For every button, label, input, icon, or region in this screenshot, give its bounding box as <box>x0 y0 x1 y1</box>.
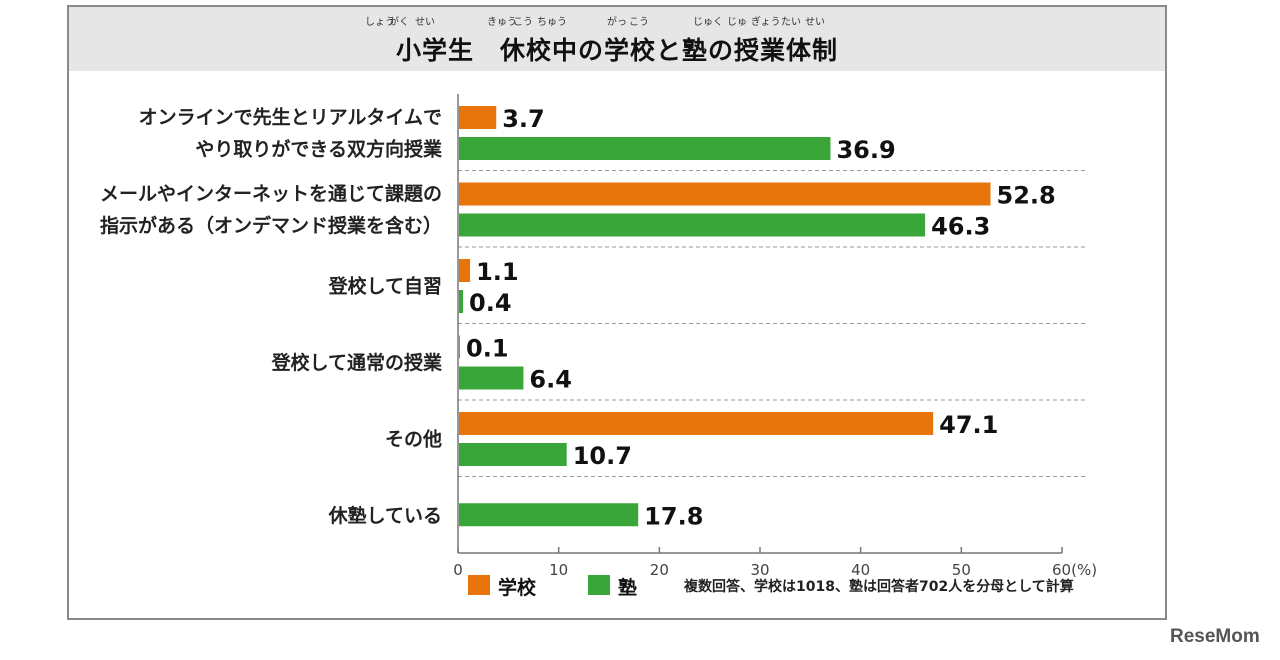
title-ruby-text: せい <box>805 17 825 28</box>
data-label: 47.1 <box>939 411 998 439</box>
legend-label-school: 学校 <box>498 577 537 599</box>
data-label: 10.7 <box>573 442 632 470</box>
bar-school <box>459 412 934 435</box>
category-label: その他 <box>385 427 442 450</box>
x-tick-label: 40 <box>851 561 870 579</box>
title-ruby-text: ちゅう <box>537 17 567 28</box>
title-ruby-text: しょう <box>365 17 395 28</box>
category-label: 休塾している <box>328 504 442 527</box>
category-label: メールやインターネットを通じて課題の <box>100 182 442 205</box>
legend: 学校 塾 複数回答、学校は1018、塾は回答者702人を分母として計算 <box>468 572 1158 599</box>
x-tick-label: 10 <box>549 561 568 579</box>
x-tick-label: 30 <box>750 561 769 579</box>
bar-school <box>459 182 991 206</box>
bar-school <box>459 259 471 282</box>
resemom-logo: ReseMom <box>1170 626 1260 647</box>
bar-juku <box>459 503 639 527</box>
x-tick-label: 20 <box>650 561 669 579</box>
bar-juku <box>459 213 926 237</box>
title-ruby: しょう がく せい きゅう こう ちゅう がっ こう じゅく じゅ ぎょう たい せい <box>69 13 1165 28</box>
title-ruby-text: じゅく <box>693 17 723 28</box>
title-ruby-text: がく <box>389 17 409 28</box>
title-ruby-text: がっ <box>607 17 627 28</box>
category-label: 登校して自習 <box>328 274 442 297</box>
title-ruby-text: せい <box>415 17 435 28</box>
bar-juku <box>459 366 524 390</box>
title-ruby-text: ぎょう <box>751 17 781 28</box>
category-label: やり取りができる双方向授業 <box>195 137 443 160</box>
bar-juku <box>459 137 831 160</box>
data-label: 3.7 <box>502 105 545 133</box>
data-label: 46.3 <box>931 213 990 241</box>
footnote: 複数回答、学校は1018、塾は回答者702人を分母として計算 <box>684 579 1074 595</box>
title-ruby-text: こう <box>513 17 533 28</box>
legend-label-juku: 塾 <box>618 577 638 599</box>
x-tick-label: 50 <box>952 561 971 579</box>
category-label: オンラインで先生とリアルタイムで <box>139 105 442 128</box>
category-label: 登校して通常の授業 <box>271 351 443 374</box>
x-tick-label: 60(%) <box>1052 561 1097 579</box>
legend-swatch-juku <box>588 575 610 595</box>
data-label: 0.1 <box>466 335 509 363</box>
data-label: 6.4 <box>529 366 572 394</box>
data-label: 17.8 <box>644 502 703 530</box>
category-label: 指示がある（オンデマンド授業を含む） <box>100 214 442 237</box>
bar-school <box>459 335 461 359</box>
bar-juku <box>459 443 567 466</box>
legend-swatch-school <box>468 575 490 595</box>
title-ruby-text: きゅう <box>487 17 517 28</box>
chart-title: 小学生 休校中の学校と塾の授業体制 <box>395 36 838 65</box>
title-ruby-text: じゅ <box>727 17 747 28</box>
data-label: 36.9 <box>836 136 895 164</box>
bar-school <box>459 106 497 129</box>
data-label: 1.1 <box>476 258 519 286</box>
data-label: 52.8 <box>997 182 1056 210</box>
bar-juku <box>459 290 464 313</box>
title-ruby-text: こう <box>629 17 649 28</box>
x-tick-label: 0 <box>453 561 463 579</box>
title-band: しょう がく せい きゅう こう ちゅう がっ こう じゅく じゅ ぎょう たい せい 小学生 休校中の… <box>69 7 1165 71</box>
title-ruby-text: たい <box>781 17 801 28</box>
data-label: 0.4 <box>469 289 512 317</box>
